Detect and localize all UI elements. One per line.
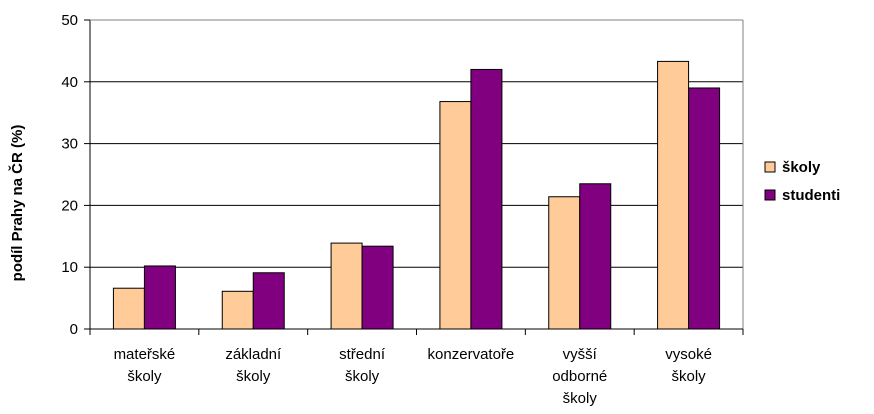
x-tick-label: konzervatoře — [428, 346, 515, 363]
y-tick-labels: 0 10 20 30 40 50 — [61, 12, 78, 338]
bar-školy-3 — [439, 101, 472, 330]
legend-label: studenti — [782, 187, 840, 204]
axes — [89, 19, 744, 335]
bar-studenti-5 — [688, 87, 721, 330]
bar-studenti-3 — [470, 68, 503, 330]
bar-školy-2 — [330, 242, 363, 330]
bar-studenti-1 — [252, 272, 285, 330]
x-tick-label: střední školy — [339, 346, 386, 385]
bar-studenti-0 — [143, 265, 176, 330]
y-tick-label: 40 — [61, 74, 78, 91]
bar-školy-5 — [657, 60, 690, 330]
bar-školy-4 — [548, 196, 581, 330]
x-tick-label: základní školy — [225, 346, 282, 385]
y-axis-label: podíl Prahy na ČR (%) — [8, 125, 26, 282]
x-tick-label: mateřské školy — [114, 346, 176, 385]
y-tick-label: 10 — [61, 259, 78, 276]
x-tick-label: vysoké školy — [665, 346, 712, 385]
y-tick-label: 30 — [61, 136, 78, 153]
gridlines — [84, 19, 743, 330]
y-tick-label: 0 — [70, 321, 78, 338]
bar-studenti-4 — [579, 183, 612, 330]
bar-školy-0 — [112, 287, 145, 330]
bar-studenti-2 — [361, 245, 394, 330]
x-tick-labels: mateřské školy základní školy střední školy ko… — [114, 346, 712, 407]
x-tick-label: vyšší odborné školy — [552, 346, 607, 407]
bar-školy-1 — [221, 290, 254, 330]
legend: školy studenti — [764, 159, 840, 204]
legend-swatch — [764, 161, 776, 173]
legend-swatch — [764, 189, 776, 201]
y-tick-label: 20 — [61, 197, 78, 214]
bars — [112, 60, 721, 330]
legend-label: školy — [782, 159, 821, 176]
y-tick-label: 50 — [61, 12, 78, 29]
